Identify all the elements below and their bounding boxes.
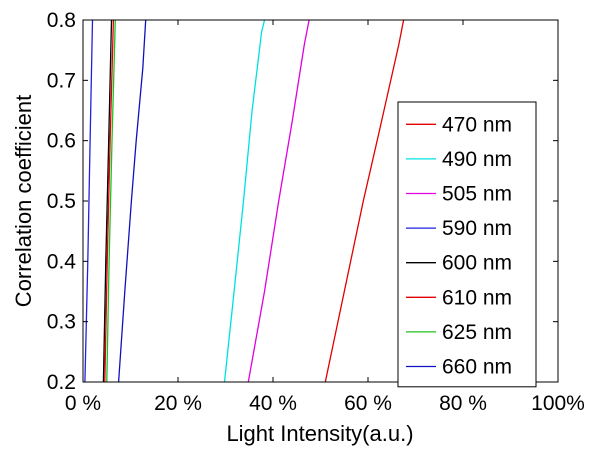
y-tick-label: 0.7: [47, 69, 76, 92]
y-tick-label: 0.6: [47, 130, 76, 153]
legend-box: [397, 101, 537, 388]
y-tick-label: 0.4: [47, 250, 77, 273]
legend-label: 660 nm: [442, 356, 512, 379]
x-axis-title: Light Intensity(a.u.): [226, 421, 413, 446]
x-tick-label: 0 %: [65, 392, 101, 415]
series-line-505-nm: [247, 19, 310, 383]
y-tick-label: 0.2: [47, 371, 76, 394]
legend: 470 nm 490 nm 505 nm 590 nm 600 nm 610 nm 625 …: [397, 101, 537, 388]
legend-label: 505 nm: [442, 183, 512, 206]
x-tick-label: 40 %: [249, 392, 297, 415]
y-tick-label: 0.3: [47, 311, 76, 334]
legend-label: 610 nm: [442, 286, 512, 309]
series-line-490-nm: [223, 19, 266, 383]
y-tick-label: 0.8: [47, 9, 76, 32]
x-tick-label: 100%: [531, 392, 585, 415]
ticks-layer: 0 % 20 % 40 % 60 % 80 % 100% 0.2 0.3 0.4 0.5 0.6 0.…: [47, 9, 585, 415]
legend-label: 590 nm: [442, 217, 512, 240]
series-line-660-nm: [117, 19, 147, 383]
x-tick-label: 60 %: [344, 392, 392, 415]
y-axis-title: Correlation coefficient: [11, 95, 36, 307]
series-line-600-nm: [102, 19, 113, 383]
y-tick-label: 0.5: [47, 190, 76, 213]
x-tick-label: 80 %: [439, 392, 487, 415]
legend-label: 490 nm: [442, 148, 512, 171]
legend-label: 600 nm: [442, 252, 512, 275]
series-line-610-nm: [104, 19, 115, 383]
legend-label: 625 nm: [442, 321, 512, 344]
series-line-470-nm: [324, 19, 405, 383]
legend-label: 470 nm: [442, 113, 512, 136]
x-tick-label: 20 %: [154, 392, 202, 415]
plot-frame: [82, 19, 559, 383]
series-line-625-nm: [106, 19, 116, 383]
